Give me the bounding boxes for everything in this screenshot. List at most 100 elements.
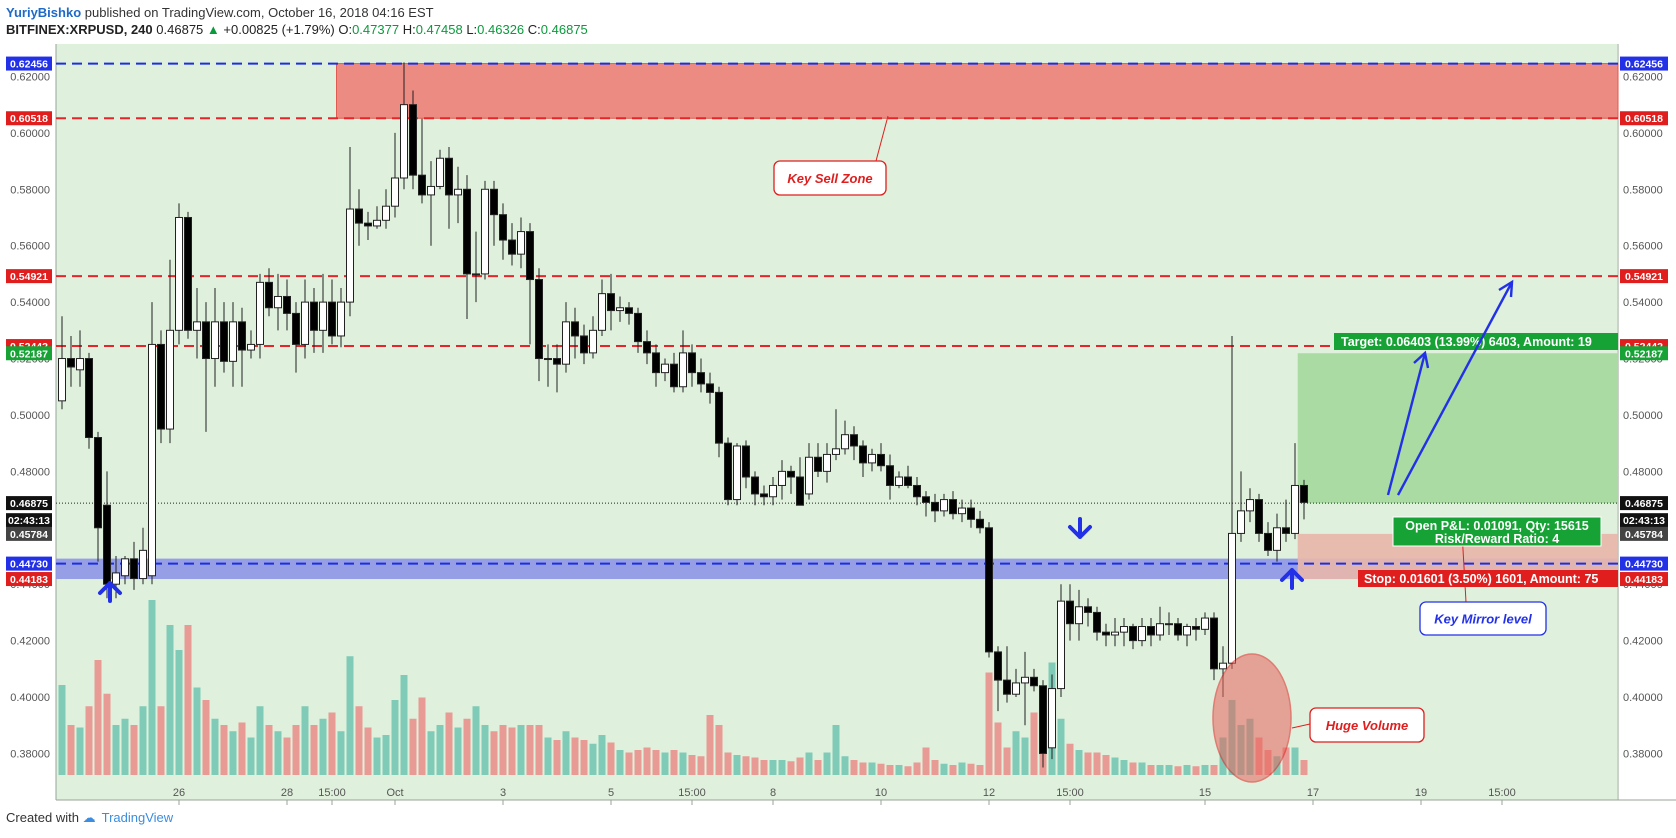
candle-body[interactable] [1066,600,1074,625]
candle-body[interactable] [544,358,552,361]
candle-body[interactable] [1030,676,1038,687]
candle-body[interactable] [382,205,390,221]
candle-body[interactable] [1282,527,1290,534]
candle-body[interactable] [832,448,840,455]
candle-body[interactable] [706,383,714,393]
candle-body[interactable] [517,231,525,255]
candle-body[interactable] [1129,626,1137,642]
candle-body[interactable] [1012,682,1020,695]
candle-body[interactable] [157,343,165,430]
candle-body[interactable] [742,445,750,478]
candle-body[interactable] [481,188,489,275]
candle-body[interactable] [679,352,687,388]
candle-body[interactable] [58,358,66,402]
candle-body[interactable] [787,470,795,478]
candle-body[interactable] [922,496,930,503]
candle-body[interactable] [1048,688,1056,749]
candle-body[interactable] [1156,623,1164,636]
key-mirror-level-box[interactable] [1419,601,1547,636]
candle-body[interactable] [238,321,246,351]
candle-body[interactable] [760,493,768,498]
candle-body[interactable] [1093,611,1101,633]
candle-body[interactable] [949,499,957,515]
candle-body[interactable] [724,442,732,501]
candle-body[interactable] [499,214,507,241]
candle-body[interactable] [913,484,921,498]
candle-body[interactable] [814,456,822,472]
candle-body[interactable] [130,558,138,580]
candle-body[interactable] [850,434,858,447]
candle-body[interactable] [733,445,741,501]
candle-body[interactable] [184,216,192,331]
candle-body[interactable] [1300,484,1308,503]
candle-body[interactable] [319,301,327,331]
candle-body[interactable] [796,476,804,506]
candle-body[interactable] [985,527,993,653]
candle-body[interactable] [1003,679,1011,695]
candle-body[interactable] [823,453,831,472]
candle-body[interactable] [526,231,534,281]
candle-body[interactable] [310,301,318,331]
candle-body[interactable] [229,321,237,362]
candle-body[interactable] [940,499,948,512]
candle-body[interactable] [1237,510,1245,534]
candle-body[interactable] [976,518,984,529]
candle-body[interactable] [418,174,426,196]
candle-body[interactable] [1021,676,1029,684]
candle-body[interactable] [1039,685,1047,754]
candle-body[interactable] [607,293,615,312]
candle-body[interactable] [697,372,705,385]
candle-body[interactable] [589,329,597,354]
candle-body[interactable] [112,572,120,585]
candle-body[interactable] [346,208,354,303]
candle-body[interactable] [193,321,201,331]
candle-body[interactable] [1084,606,1092,613]
candle-body[interactable] [886,465,894,486]
candle-body[interactable] [859,445,867,464]
candle-body[interactable] [616,307,624,312]
candle-body[interactable] [166,329,174,430]
candle-body[interactable] [364,222,372,227]
candle-body[interactable] [247,343,255,351]
candle-body[interactable] [1192,626,1200,630]
candle-body[interactable] [121,558,129,577]
candle-body[interactable] [1147,626,1155,636]
candle-body[interactable] [373,219,381,227]
candle-body[interactable] [1102,631,1110,636]
candle-body[interactable] [85,358,93,439]
candle-body[interactable] [94,437,102,529]
candle-body[interactable] [643,341,651,354]
candle-body[interactable] [508,239,516,255]
candle-body[interactable] [337,301,345,337]
candle-body[interactable] [553,358,561,365]
candle-body[interactable] [805,456,813,495]
candle-body[interactable] [472,273,480,276]
candle-body[interactable] [778,470,786,486]
candle-body[interactable] [1111,631,1119,636]
candle-body[interactable] [868,453,876,464]
candle-body[interactable] [256,281,264,345]
huge-volume-box[interactable] [1309,707,1425,743]
candle-body[interactable] [1228,532,1236,664]
candle-body[interactable] [1183,626,1191,636]
candle-body[interactable] [220,321,228,362]
candle-body[interactable] [202,321,210,360]
candle-body[interactable] [958,507,966,515]
candle-body[interactable] [1120,626,1128,633]
candle-body[interactable] [841,434,849,450]
candle-body[interactable] [436,157,444,187]
candle-body[interactable] [877,453,885,467]
candle-body[interactable] [292,312,300,345]
candle-body[interactable] [445,157,453,196]
candle-body[interactable] [301,301,309,345]
candle-body[interactable] [904,476,912,486]
key-sell-zone-box[interactable] [773,160,887,196]
tradingview-brand-link[interactable]: TradingView [101,810,174,825]
candle-body[interactable] [1138,626,1146,642]
candle-body[interactable] [562,321,570,365]
candle-body[interactable] [409,104,417,176]
candle-body[interactable] [211,321,219,360]
candle-body[interactable] [688,352,696,374]
candle-body[interactable] [1219,662,1227,670]
